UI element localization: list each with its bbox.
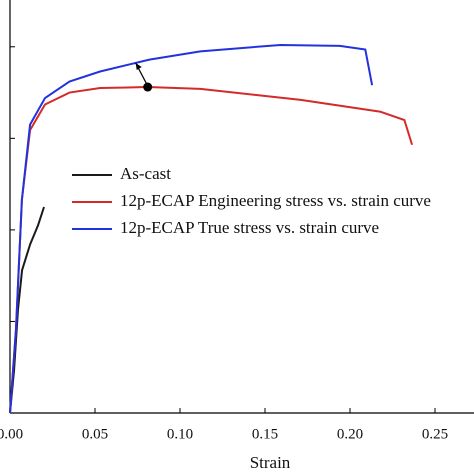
x-tick-label: 0.20	[337, 426, 363, 442]
legend-label: 12p-ECAP Engineering stress vs. strain c…	[120, 191, 431, 210]
x-axis-title: Strain	[250, 453, 291, 472]
legend-label: As-cast	[120, 164, 171, 183]
x-tick-label: 0.05	[82, 426, 108, 442]
data-line	[9, 86, 414, 414]
marker-dot	[143, 82, 153, 92]
data-line	[9, 43, 374, 414]
legend-label: 12p-ECAP True stress vs. strain curve	[120, 218, 379, 237]
data-line	[9, 206, 45, 414]
arrow-head	[135, 63, 142, 71]
x-tick-label: 0.25	[422, 426, 448, 442]
x-tick-label: 0.15	[252, 426, 278, 442]
x-tick-label: 0.10	[167, 426, 193, 442]
x-tick-label: 0.00	[0, 426, 23, 442]
